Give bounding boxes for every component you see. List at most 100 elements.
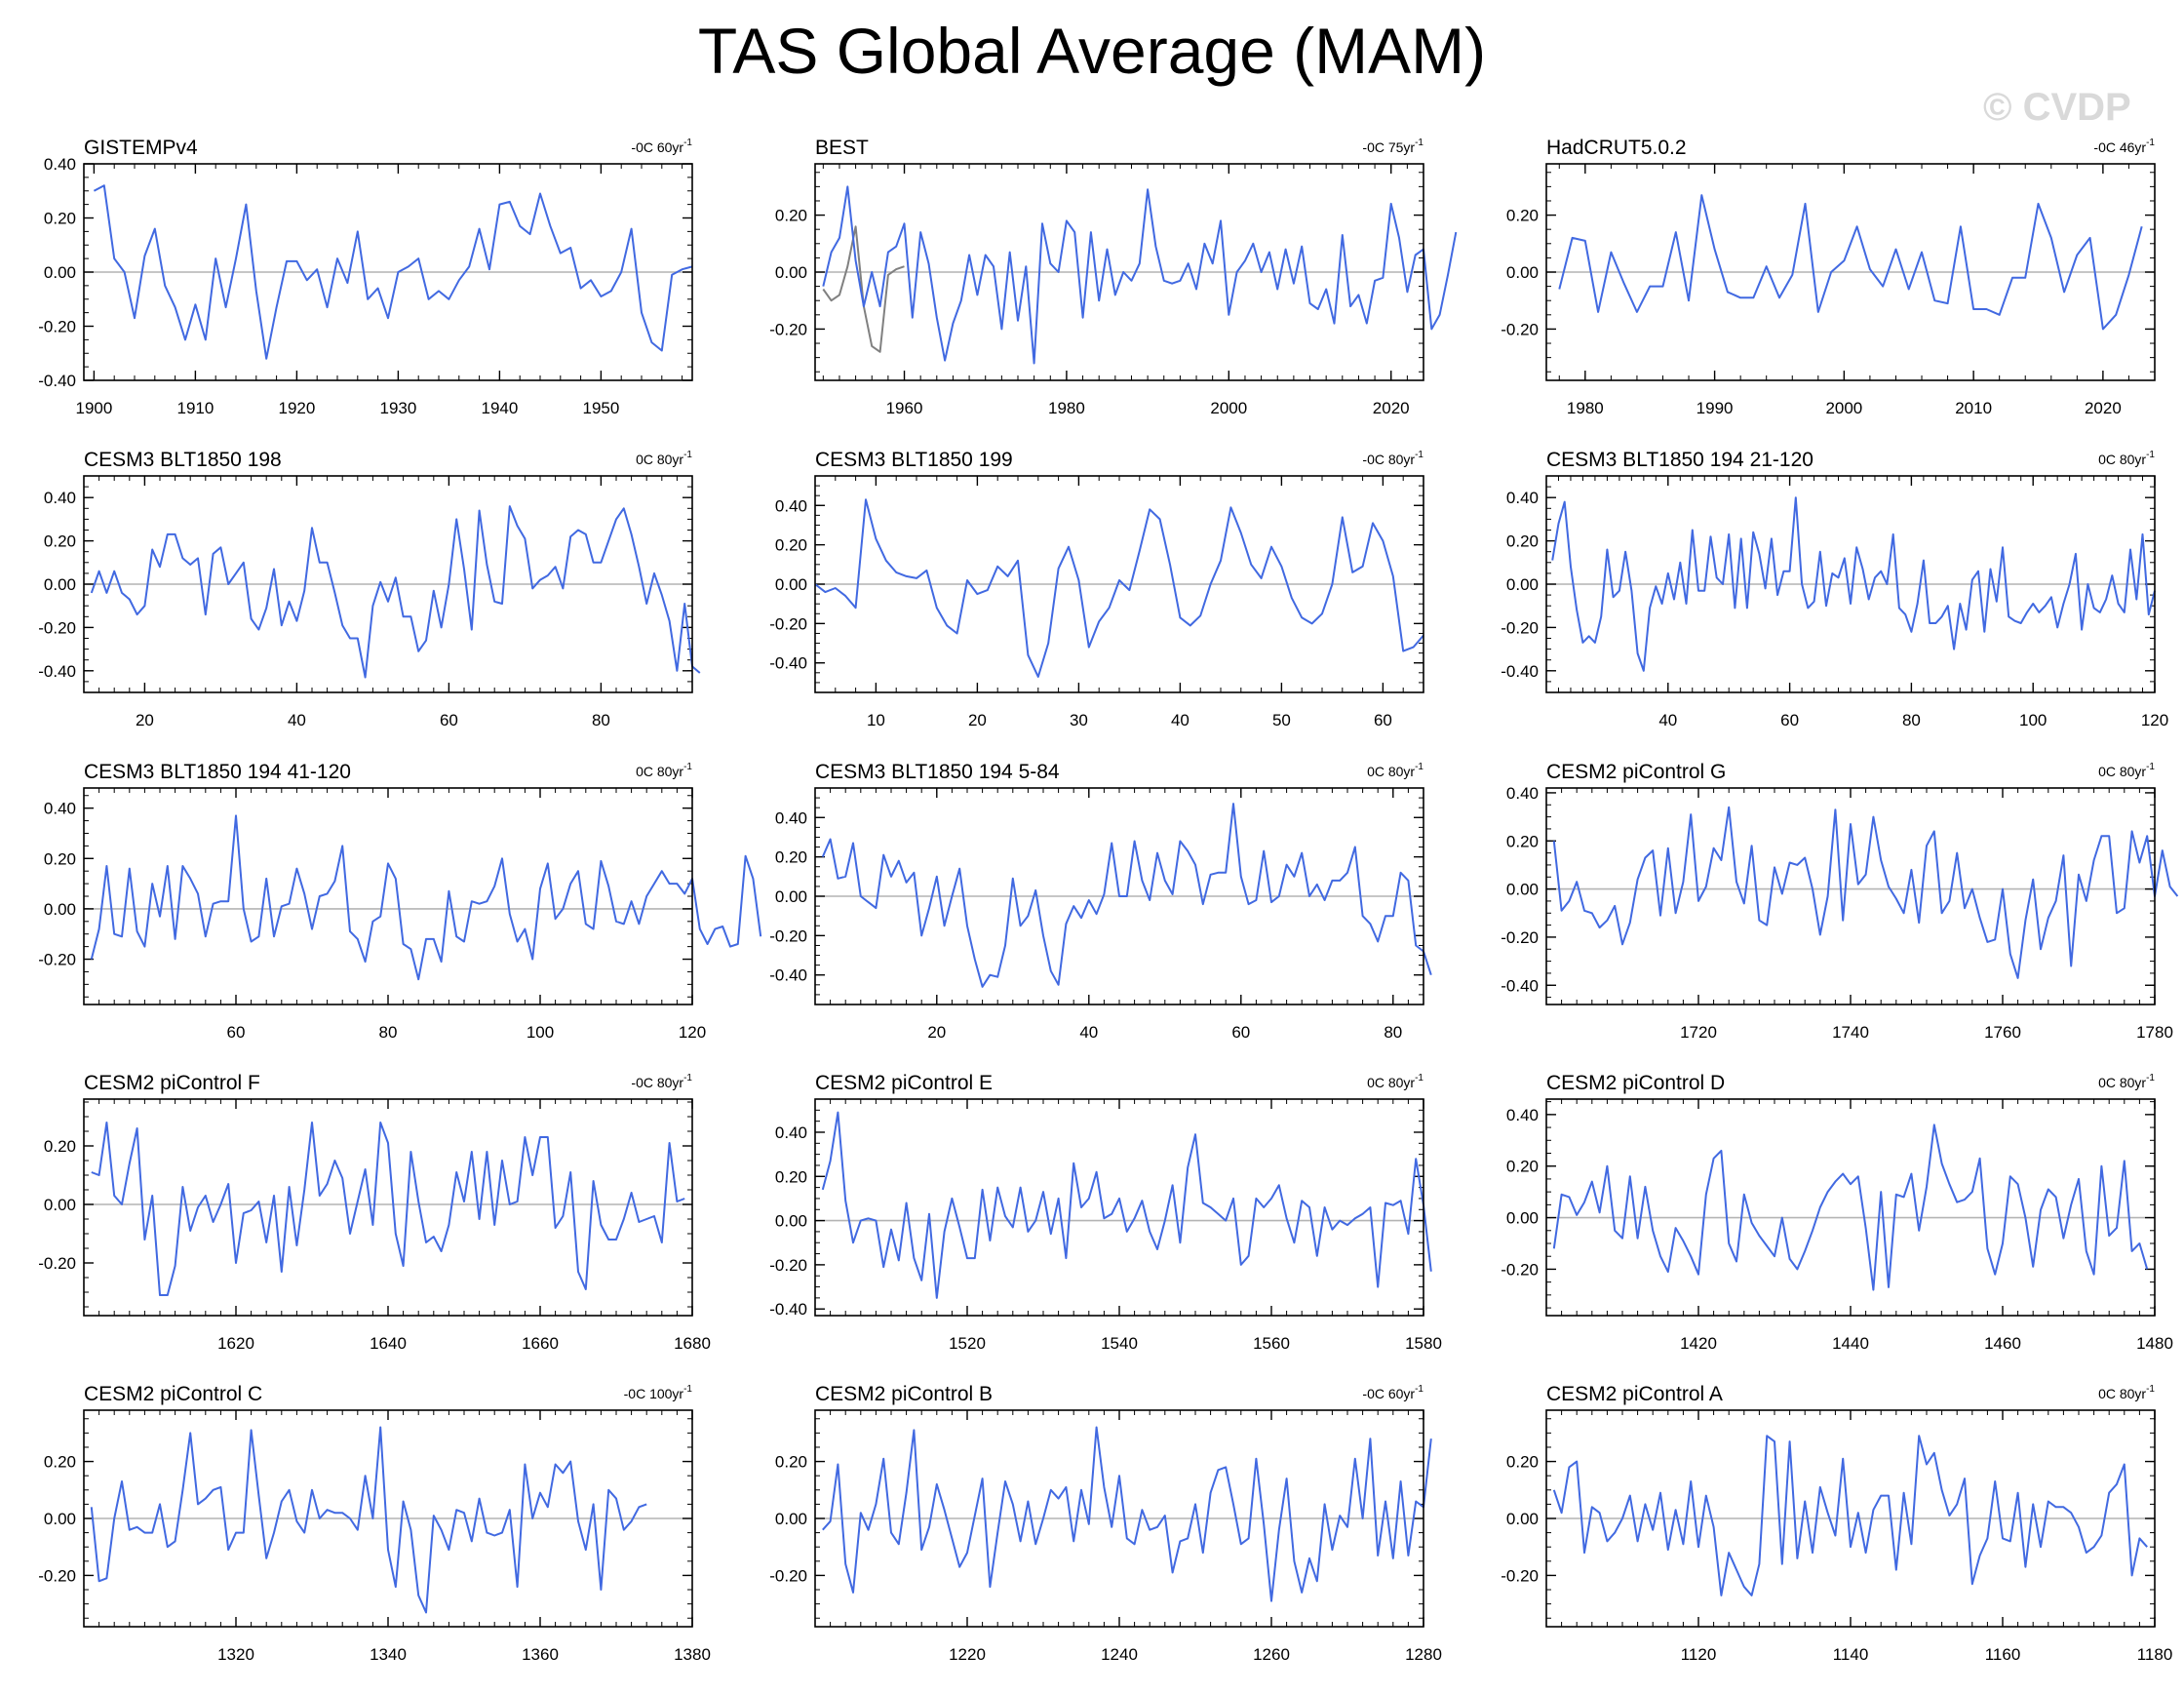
x-tick-label: 1280	[1405, 1645, 1442, 1664]
trend-exponent: -1	[683, 762, 692, 772]
series-line	[814, 498, 1424, 678]
plot-frame	[1545, 475, 2156, 693]
plot-frame	[1545, 1098, 2156, 1317]
y-tick-label: 0.00	[1506, 881, 1539, 899]
y-tick-label: -0.20	[1501, 1566, 1539, 1585]
trend-exponent: -1	[683, 138, 692, 148]
x-tick-label: 2010	[1955, 399, 1992, 417]
y-tick-label: 0.20	[44, 1453, 76, 1472]
x-tick-label: 1180	[2137, 1645, 2173, 1664]
trend-exponent: -1	[2146, 1073, 2155, 1083]
y-tick-label: 0.20	[44, 1137, 76, 1156]
panel-9: CESM2 piControl F -0C 80yr-1 1620 1640 1660 1…	[38, 1072, 711, 1353]
trend-label: -0C 80yr-1	[1362, 450, 1424, 467]
x-tick-label: 1520	[949, 1334, 986, 1353]
trend-text: 0C 80yr	[2098, 1386, 2146, 1401]
y-tick-label: 0.40	[775, 1123, 807, 1142]
x-tick-label: 20	[968, 711, 987, 729]
panel-title: BEST	[815, 137, 869, 159]
x-tick-label: 20	[136, 711, 154, 729]
x-tick-label: 1540	[1101, 1334, 1138, 1353]
series-line	[90, 505, 701, 679]
y-tick-label: 0.20	[775, 207, 807, 225]
panel-2: HadCRUT5.0.2 -0C 46yr-1 1980 1990 2000 2010 20…	[1501, 137, 2156, 417]
trend-exponent: -1	[1415, 762, 1424, 772]
y-tick-label: -0.40	[1501, 662, 1539, 681]
panel-11: CESM2 piControl D 0C 80yr-1 1420 1440 1460 14…	[1501, 1072, 2173, 1353]
y-tick-label: -0.20	[1501, 928, 1539, 947]
panel-6: CESM3 BLT1850 194 41-120 0C 80yr-1 60 80 100…	[38, 761, 762, 1042]
x-tick-label: 1940	[481, 399, 518, 417]
series-line	[91, 1122, 685, 1296]
panel-4: CESM3 BLT1850 199 -0C 80yr-1 10 20 30 40 50 60 -…	[769, 449, 1424, 729]
x-tick-label: 2000	[1825, 399, 1862, 417]
plot-frame	[83, 475, 693, 693]
x-tick-label: 1420	[1680, 1334, 1717, 1353]
trend-label: -0C 46yr-1	[2093, 138, 2155, 155]
x-tick-label: 2000	[1210, 399, 1247, 417]
trend-exponent: -1	[683, 1073, 692, 1083]
plot-frame	[814, 1098, 1424, 1317]
panel-title: CESM3 BLT1850 194 21-120	[1546, 449, 1814, 471]
y-tick-label: 0.00	[44, 900, 76, 919]
y-tick-label: 0.40	[44, 800, 76, 818]
x-tick-label: 60	[1780, 711, 1799, 729]
trend-text: -0C 60yr	[1362, 1386, 1415, 1401]
x-tick-label: 80	[1902, 711, 1921, 729]
x-tick-label: 40	[1171, 711, 1190, 729]
y-tick-label: -0.40	[769, 654, 807, 673]
y-tick-label: 0.40	[1506, 1106, 1539, 1124]
y-tick-label: -0.20	[1501, 1260, 1539, 1279]
x-tick-label: 1900	[75, 399, 112, 417]
x-tick-label: 1380	[674, 1645, 711, 1664]
y-tick-label: -0.20	[769, 614, 807, 633]
y-tick-label: 0.40	[44, 489, 76, 507]
y-tick-label: -0.40	[769, 966, 807, 985]
plot-frame	[1545, 1409, 2156, 1628]
panel-10: CESM2 piControl E 0C 80yr-1 1520 1540 1560 15…	[769, 1072, 1442, 1353]
panel-title: CESM2 piControl A	[1546, 1383, 1723, 1405]
trend-exponent: -1	[2146, 138, 2155, 148]
plot-frame	[83, 1098, 693, 1317]
trend-label: -0C 80yr-1	[631, 1073, 692, 1090]
panel-title: CESM2 piControl F	[84, 1072, 260, 1094]
trend-exponent: -1	[2146, 1384, 2155, 1395]
series-line	[1558, 194, 2143, 331]
panel-title: CESM3 BLT1850 198	[84, 449, 282, 471]
plot-frame	[814, 163, 1424, 381]
y-tick-label: 0.20	[44, 849, 76, 868]
y-tick-label: 0.20	[1506, 832, 1539, 850]
trend-exponent: -1	[683, 1384, 692, 1395]
y-tick-label: 0.20	[44, 210, 76, 228]
panel-5: CESM3 BLT1850 194 21-120 0C 80yr-1 40 60 80 1…	[1501, 449, 2168, 729]
panel-title: CESM2 piControl B	[815, 1383, 993, 1405]
x-tick-label: 60	[1374, 711, 1392, 729]
x-tick-label: 100	[2019, 711, 2047, 729]
trend-exponent: -1	[1415, 1384, 1424, 1395]
panel-8: CESM2 piControl G 0C 80yr-1 1720 1740 1760 17…	[1501, 761, 2179, 1042]
y-tick-label: -0.20	[769, 320, 807, 338]
trend-text: 0C 80yr	[1367, 1075, 1415, 1090]
y-tick-label: -0.20	[1501, 618, 1539, 637]
x-tick-label: 2020	[2085, 399, 2122, 417]
trend-text: -0C 60yr	[631, 139, 683, 155]
series-line	[1552, 1435, 2148, 1596]
series-line	[1552, 806, 2179, 979]
x-tick-label: 1660	[522, 1334, 559, 1353]
x-tick-label: 1980	[1567, 399, 1604, 417]
y-tick-label: 0.00	[775, 1212, 807, 1231]
y-tick-label: 0.40	[1506, 784, 1539, 803]
plot-frame	[1545, 787, 2156, 1005]
trend-label: 0C 80yr-1	[636, 450, 692, 467]
trend-label: 0C 80yr-1	[2098, 1073, 2155, 1090]
x-tick-label: 1360	[522, 1645, 559, 1664]
y-tick-label: 0.20	[775, 848, 807, 867]
x-tick-label: 1460	[1984, 1334, 2021, 1353]
x-tick-label: 1140	[1833, 1645, 1869, 1664]
panel-12: CESM2 piControl C -0C 100yr-1 1320 1340 1360…	[38, 1383, 711, 1664]
y-tick-label: 0.20	[775, 1167, 807, 1186]
x-tick-label: 120	[2141, 711, 2168, 729]
x-tick-label: 1740	[1832, 1023, 1869, 1042]
x-tick-label: 80	[1384, 1023, 1402, 1042]
trend-text: -0C 75yr	[1362, 139, 1415, 155]
